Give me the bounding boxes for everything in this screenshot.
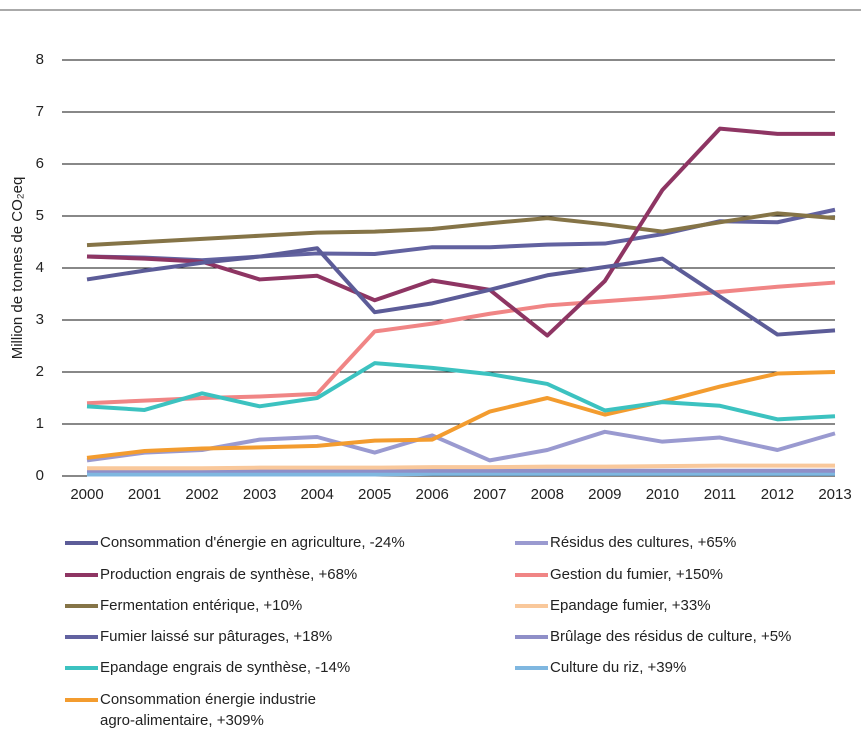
- y-tick-label: 6: [36, 155, 44, 172]
- x-tick-label: 2005: [358, 486, 391, 503]
- y-tick-label: 7: [36, 103, 44, 120]
- x-tick-label: 2010: [646, 486, 679, 503]
- series-line: [86, 207, 836, 263]
- legend-label: Production engrais de synthèse, +68%: [100, 566, 357, 583]
- x-tick-label: 2002: [185, 486, 218, 503]
- y-tick-label: 3: [36, 311, 44, 328]
- x-tick-label: 2000: [70, 486, 103, 503]
- x-tick-label: 2012: [761, 486, 794, 503]
- y-tick-label: 2: [36, 363, 44, 380]
- series-line: [86, 280, 836, 406]
- x-tick-label: 2009: [588, 486, 621, 503]
- series-line: [86, 361, 836, 422]
- x-tick-label: 2001: [128, 486, 161, 503]
- y-tick-label: 1: [36, 415, 44, 432]
- y-tick-label: 8: [36, 51, 44, 68]
- x-tick-label: 2008: [531, 486, 564, 503]
- x-tick-label: 2004: [300, 486, 333, 503]
- legend-label: Epandage fumier, +33%: [550, 597, 711, 614]
- x-tick-label: 2011: [704, 486, 736, 503]
- x-tick-label: 2003: [243, 486, 276, 503]
- legend-label: Consommation d'énergie en agriculture, -…: [100, 534, 405, 551]
- x-tick-label: 2006: [416, 486, 449, 503]
- legend-label: Culture du riz, +39%: [550, 659, 686, 676]
- legend-label: Résidus des cultures, +65%: [550, 534, 736, 551]
- y-tick-label: 4: [36, 259, 44, 276]
- legend-label: Fermentation entérique, +10%: [100, 597, 302, 614]
- legend-label: Fumier laissé sur pâturages, +18%: [100, 628, 332, 645]
- y-axis-label: Million de tonnes de CO₂eq: [9, 177, 26, 360]
- legend-label: Consommation énergie industrie agro-alime…: [100, 691, 316, 729]
- x-tick-label: 2013: [818, 486, 851, 503]
- legend-label: Gestion du fumier, +150%: [550, 566, 723, 583]
- y-tick-label: 5: [36, 207, 44, 224]
- series-line: [87, 471, 835, 477]
- series-line: [86, 370, 836, 460]
- series-line: [86, 429, 836, 463]
- series-line: [86, 211, 836, 248]
- legend-label: Brûlage des résidus de culture, +5%: [550, 628, 791, 645]
- series-line: [86, 246, 836, 337]
- x-tick-label: 2007: [473, 486, 506, 503]
- series-line: [86, 126, 835, 338]
- series-line: [87, 463, 835, 471]
- y-tick-label: 0: [36, 467, 44, 484]
- legend-label: Epandage engrais de synthèse, -14%: [100, 659, 350, 676]
